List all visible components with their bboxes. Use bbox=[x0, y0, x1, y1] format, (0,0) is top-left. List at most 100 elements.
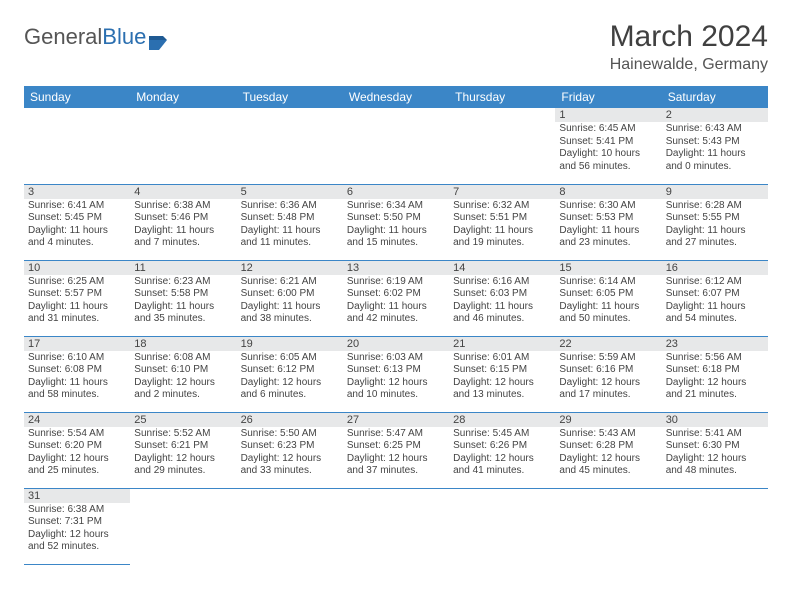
logo: GeneralBlue bbox=[24, 24, 169, 50]
day-details: Sunrise: 6:28 AMSunset: 5:55 PMDaylight:… bbox=[662, 199, 768, 253]
daylight-text: Daylight: 12 hours and 17 minutes. bbox=[559, 377, 657, 402]
day-number: 4 bbox=[130, 185, 236, 199]
sunset-text: Sunset: 6:03 PM bbox=[453, 288, 551, 301]
sunrise-text: Sunrise: 6:38 AM bbox=[134, 200, 232, 213]
sunset-text: Sunset: 5:45 PM bbox=[28, 212, 126, 225]
daylight-text: Daylight: 11 hours and 7 minutes. bbox=[134, 225, 232, 250]
day-number: 6 bbox=[343, 185, 449, 199]
sunset-text: Sunset: 5:57 PM bbox=[28, 288, 126, 301]
empty-cell bbox=[343, 489, 449, 504]
sunrise-text: Sunrise: 6:32 AM bbox=[453, 200, 551, 213]
sunrise-text: Sunrise: 6:10 AM bbox=[28, 352, 126, 365]
sunset-text: Sunset: 5:43 PM bbox=[666, 136, 764, 149]
day-number: 19 bbox=[237, 337, 343, 351]
flag-icon bbox=[149, 30, 169, 44]
day-number: 27 bbox=[343, 413, 449, 427]
day-number: 22 bbox=[555, 337, 661, 351]
sunrise-text: Sunrise: 6:41 AM bbox=[28, 200, 126, 213]
calendar-cell: 31Sunrise: 6:38 AMSunset: 7:31 PMDayligh… bbox=[24, 488, 130, 564]
sunset-text: Sunset: 6:02 PM bbox=[347, 288, 445, 301]
daylight-text: Daylight: 11 hours and 27 minutes. bbox=[666, 225, 764, 250]
day-details: Sunrise: 6:14 AMSunset: 6:05 PMDaylight:… bbox=[555, 275, 661, 329]
sunset-text: Sunset: 6:30 PM bbox=[666, 440, 764, 453]
daylight-text: Daylight: 11 hours and 4 minutes. bbox=[28, 225, 126, 250]
calendar-cell: 2Sunrise: 6:43 AMSunset: 5:43 PMDaylight… bbox=[662, 108, 768, 184]
sunrise-text: Sunrise: 5:56 AM bbox=[666, 352, 764, 365]
sunrise-text: Sunrise: 6:08 AM bbox=[134, 352, 232, 365]
calendar-cell: 1Sunrise: 6:45 AMSunset: 5:41 PMDaylight… bbox=[555, 108, 661, 184]
location: Hainewalde, Germany bbox=[610, 56, 768, 74]
calendar-cell: 17Sunrise: 6:10 AMSunset: 6:08 PMDayligh… bbox=[24, 336, 130, 412]
sunrise-text: Sunrise: 6:36 AM bbox=[241, 200, 339, 213]
day-number: 24 bbox=[24, 413, 130, 427]
sunrise-text: Sunrise: 5:41 AM bbox=[666, 428, 764, 441]
day-details: Sunrise: 6:03 AMSunset: 6:13 PMDaylight:… bbox=[343, 351, 449, 405]
daylight-text: Daylight: 11 hours and 58 minutes. bbox=[28, 377, 126, 402]
sunrise-text: Sunrise: 6:38 AM bbox=[28, 504, 126, 517]
sunrise-text: Sunrise: 6:34 AM bbox=[347, 200, 445, 213]
day-details: Sunrise: 5:45 AMSunset: 6:26 PMDaylight:… bbox=[449, 427, 555, 481]
day-number: 31 bbox=[24, 489, 130, 503]
sunrise-text: Sunrise: 6:45 AM bbox=[559, 123, 657, 136]
calendar-cell: 20Sunrise: 6:03 AMSunset: 6:13 PMDayligh… bbox=[343, 336, 449, 412]
sunset-text: Sunset: 6:28 PM bbox=[559, 440, 657, 453]
logo-part1: General bbox=[24, 24, 102, 50]
sunrise-text: Sunrise: 5:45 AM bbox=[453, 428, 551, 441]
calendar-cell: 13Sunrise: 6:19 AMSunset: 6:02 PMDayligh… bbox=[343, 260, 449, 336]
calendar-cell: 7Sunrise: 6:32 AMSunset: 5:51 PMDaylight… bbox=[449, 184, 555, 260]
sunrise-text: Sunrise: 5:54 AM bbox=[28, 428, 126, 441]
day-number: 8 bbox=[555, 185, 661, 199]
day-number: 30 bbox=[662, 413, 768, 427]
sunrise-text: Sunrise: 5:52 AM bbox=[134, 428, 232, 441]
daylight-text: Daylight: 11 hours and 46 minutes. bbox=[453, 301, 551, 326]
day-details: Sunrise: 6:19 AMSunset: 6:02 PMDaylight:… bbox=[343, 275, 449, 329]
calendar-cell: 24Sunrise: 5:54 AMSunset: 6:20 PMDayligh… bbox=[24, 412, 130, 488]
daylight-text: Daylight: 11 hours and 42 minutes. bbox=[347, 301, 445, 326]
daylight-text: Daylight: 11 hours and 50 minutes. bbox=[559, 301, 657, 326]
daylight-text: Daylight: 11 hours and 38 minutes. bbox=[241, 301, 339, 326]
weekday-header: Wednesday bbox=[343, 86, 449, 108]
empty-cell bbox=[449, 108, 555, 123]
daylight-text: Daylight: 11 hours and 31 minutes. bbox=[28, 301, 126, 326]
daylight-text: Daylight: 12 hours and 2 minutes. bbox=[134, 377, 232, 402]
empty-cell bbox=[662, 489, 768, 504]
calendar-body: 1Sunrise: 6:45 AMSunset: 5:41 PMDaylight… bbox=[24, 108, 768, 564]
day-number: 23 bbox=[662, 337, 768, 351]
daylight-text: Daylight: 12 hours and 25 minutes. bbox=[28, 453, 126, 478]
daylight-text: Daylight: 12 hours and 33 minutes. bbox=[241, 453, 339, 478]
daylight-text: Daylight: 10 hours and 56 minutes. bbox=[559, 148, 657, 173]
day-details: Sunrise: 6:12 AMSunset: 6:07 PMDaylight:… bbox=[662, 275, 768, 329]
day-details: Sunrise: 6:05 AMSunset: 6:12 PMDaylight:… bbox=[237, 351, 343, 405]
daylight-text: Daylight: 12 hours and 13 minutes. bbox=[453, 377, 551, 402]
day-number: 25 bbox=[130, 413, 236, 427]
calendar-cell: 5Sunrise: 6:36 AMSunset: 5:48 PMDaylight… bbox=[237, 184, 343, 260]
sunrise-text: Sunrise: 6:43 AM bbox=[666, 123, 764, 136]
sunset-text: Sunset: 6:08 PM bbox=[28, 364, 126, 377]
day-number: 18 bbox=[130, 337, 236, 351]
day-number: 12 bbox=[237, 261, 343, 275]
calendar-cell: 29Sunrise: 5:43 AMSunset: 6:28 PMDayligh… bbox=[555, 412, 661, 488]
sunrise-text: Sunrise: 6:01 AM bbox=[453, 352, 551, 365]
day-details: Sunrise: 6:38 AMSunset: 5:46 PMDaylight:… bbox=[130, 199, 236, 253]
day-number: 28 bbox=[449, 413, 555, 427]
day-details: Sunrise: 6:23 AMSunset: 5:58 PMDaylight:… bbox=[130, 275, 236, 329]
calendar-cell: 9Sunrise: 6:28 AMSunset: 5:55 PMDaylight… bbox=[662, 184, 768, 260]
sunrise-text: Sunrise: 6:21 AM bbox=[241, 276, 339, 289]
day-number: 26 bbox=[237, 413, 343, 427]
sunrise-text: Sunrise: 5:59 AM bbox=[559, 352, 657, 365]
day-details: Sunrise: 6:21 AMSunset: 6:00 PMDaylight:… bbox=[237, 275, 343, 329]
calendar-cell: 6Sunrise: 6:34 AMSunset: 5:50 PMDaylight… bbox=[343, 184, 449, 260]
day-number: 14 bbox=[449, 261, 555, 275]
daylight-text: Daylight: 12 hours and 52 minutes. bbox=[28, 529, 126, 554]
day-number: 13 bbox=[343, 261, 449, 275]
sunrise-text: Sunrise: 6:05 AM bbox=[241, 352, 339, 365]
weekday-header: Thursday bbox=[449, 86, 555, 108]
daylight-text: Daylight: 12 hours and 37 minutes. bbox=[347, 453, 445, 478]
day-details: Sunrise: 5:56 AMSunset: 6:18 PMDaylight:… bbox=[662, 351, 768, 405]
day-number: 2 bbox=[662, 108, 768, 122]
sunset-text: Sunset: 5:51 PM bbox=[453, 212, 551, 225]
day-details: Sunrise: 6:38 AMSunset: 7:31 PMDaylight:… bbox=[24, 503, 130, 557]
sunrise-text: Sunrise: 6:14 AM bbox=[559, 276, 657, 289]
sunset-text: Sunset: 6:21 PM bbox=[134, 440, 232, 453]
sunset-text: Sunset: 6:13 PM bbox=[347, 364, 445, 377]
